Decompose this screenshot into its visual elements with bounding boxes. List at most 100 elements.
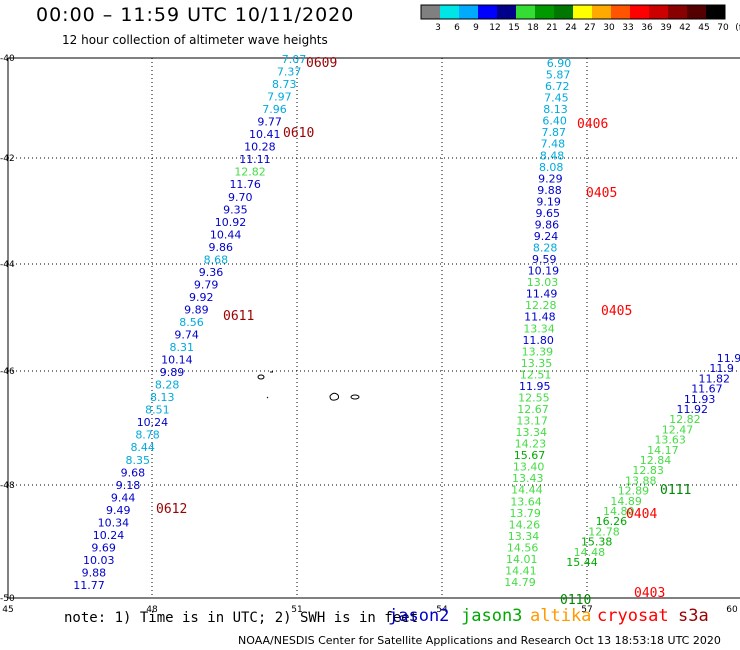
colorbar-swatch [687, 5, 706, 19]
swh-value: 6.72 [545, 80, 570, 93]
swh-value: 8.73 [272, 78, 297, 91]
swh-value: 12.83 [632, 464, 664, 477]
swh-value: 13.35 [521, 357, 553, 370]
time-label: 0111 [660, 483, 691, 498]
swh-value: 7.07 [282, 53, 307, 66]
swh-value: 16.26 [596, 515, 628, 528]
swh-value: 8.51 [145, 404, 170, 417]
swh-value: 14.26 [509, 518, 541, 531]
colorbar-swatch [459, 5, 478, 19]
footer-credit: NOAA/NESDIS Center for Satellite Applica… [238, 634, 721, 647]
swh-value: 9.89 [184, 303, 209, 316]
swh-value: 13.43 [512, 472, 544, 485]
swh-value: 12.28 [525, 299, 557, 312]
x-tick-label: 54 [436, 605, 448, 615]
swh-value: 9.24 [534, 230, 559, 243]
y-tick-label: -50 [0, 594, 15, 604]
swh-value: 9.68 [121, 466, 146, 479]
swh-value: 9.36 [199, 266, 224, 279]
swh-value: 6.90 [547, 57, 572, 70]
swh-value: 10.24 [93, 529, 125, 542]
swh-value: 10.44 [210, 228, 242, 241]
swh-value: 12.55 [518, 391, 550, 404]
satellite-legend-jason3: jason3 [461, 606, 523, 626]
colorbar-swatch [478, 5, 497, 19]
swh-value: 10.14 [161, 354, 193, 367]
islands [257, 371, 360, 401]
swh-value: 6.40 [542, 115, 567, 128]
time-label: 0406 [577, 117, 608, 132]
satellite-legend-jason2: jason2 [388, 606, 450, 626]
colorbar-label: 21 [546, 23, 557, 33]
swh-value: 14.48 [574, 546, 606, 559]
time-label: 0609 [306, 56, 337, 71]
swh-value: 13.64 [510, 495, 542, 508]
swh-value: 11.92 [677, 403, 709, 416]
swh-value: 9.89 [160, 366, 185, 379]
colorbar-label: 27 [584, 23, 595, 33]
swh-value: 10.03 [83, 554, 115, 567]
colorbar-swatch [573, 5, 592, 19]
colorbar-frame [420, 4, 726, 20]
swh-value: 10.28 [244, 141, 276, 154]
swh-value: 5.87 [546, 69, 571, 82]
swh-value: 13.40 [513, 461, 545, 474]
swh-value: 7.97 [267, 91, 292, 104]
satellite-legend-altika: altika [530, 606, 592, 626]
swh-value: 9.86 [535, 218, 560, 231]
swh-value: 9.69 [91, 541, 116, 554]
island-3 [266, 396, 269, 399]
colorbar-swatch [497, 5, 516, 19]
swh-value: 12.47 [662, 423, 694, 436]
swh-value: 13.17 [516, 415, 548, 428]
colorbar-label: 3 [435, 23, 441, 33]
swh-value: 10.24 [137, 416, 169, 429]
x-tick-label: 60 [726, 605, 738, 615]
time-labels: 0609 0610 0611 0612 0406 0405 0405 0404 0403 0111… [156, 56, 691, 608]
swh-value: 13.34 [508, 530, 540, 543]
swh-value: 7.37 [277, 66, 302, 79]
colorbar-label: 36 [641, 23, 653, 33]
swh-value: 12.82 [669, 413, 701, 426]
time-label: 0403 [634, 586, 665, 601]
island-4 [329, 392, 340, 401]
swh-value: 10.19 [528, 265, 560, 278]
swh-value: 11.48 [524, 311, 556, 324]
swh-value: 11.76 [229, 178, 261, 191]
axis-tick-labels: 45 48 51 54 57 60 -40 -42 -44 -46 -48 -50 [0, 54, 738, 615]
swh-value: 11.9 [709, 362, 734, 375]
swh-value: 12.67 [517, 403, 549, 416]
colorbar-label: 18 [527, 23, 539, 33]
time-label: 0110 [560, 593, 591, 608]
colorbar-swatch [706, 5, 725, 19]
swh-value: 8.13 [543, 103, 568, 116]
swh-value: 14.41 [505, 564, 537, 577]
colorbar-swatch [649, 5, 668, 19]
swh-value: 8.68 [204, 253, 229, 266]
swh-value: 12.84 [640, 454, 672, 467]
y-tick-label: -44 [0, 260, 15, 270]
swh-value: 11.80 [522, 334, 554, 347]
units-note: note: 1) Time is in UTC; 2) SWH is in fe… [64, 610, 419, 626]
swh-value: 9.77 [257, 116, 282, 129]
x-tick-label: 51 [291, 605, 302, 615]
colorbar-label: 6 [454, 23, 460, 33]
swh-value: 9.59 [532, 253, 557, 266]
swh-value: 9.86 [209, 241, 234, 254]
y-tick-label: -48 [0, 481, 15, 491]
swh-value: 9.18 [116, 479, 141, 492]
swh-value: 11.93 [684, 393, 716, 406]
swh-value: 9.88 [537, 184, 562, 197]
swh-value: 14.17 [647, 444, 679, 457]
colorbar-label: 42 [679, 23, 690, 33]
swh-value: 8.28 [155, 379, 180, 392]
colorbar-label: 9 [473, 23, 479, 33]
swh-values: 7.077.378.737.977.969.7710.4110.2811.111… [73, 53, 740, 592]
colorbar-swatch [440, 5, 459, 19]
swh-value: 14.23 [515, 438, 547, 451]
swh-value: 9.88 [82, 566, 107, 579]
swh-value: 8.78 [135, 429, 160, 442]
swh-value: 8.31 [169, 341, 194, 354]
